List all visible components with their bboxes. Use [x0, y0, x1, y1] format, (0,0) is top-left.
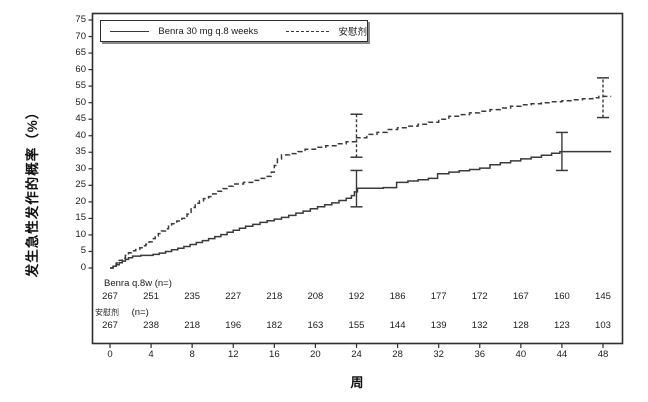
risk-value-benra: 208 [307, 291, 324, 302]
risk-value-placebo: 139 [430, 320, 447, 331]
y-tick-label: 0 [80, 262, 86, 273]
risk-value-benra: 172 [471, 291, 488, 302]
y-tick-label: 60 [75, 63, 86, 75]
y-tick-label: 10 [75, 228, 86, 240]
legend-placebo-label: 安慰剂 [338, 27, 367, 38]
y-tick-label: 20 [75, 195, 86, 207]
risk-value-placebo: 132 [471, 320, 488, 331]
risk-table-row2-label: 安慰剂 (n=) [95, 307, 149, 318]
risk-value-benra: 167 [512, 291, 529, 302]
y-tick-label: 70 [75, 30, 86, 42]
risk-value-placebo: 155 [348, 320, 365, 331]
risk-value-placebo: 123 [553, 320, 570, 331]
risk-value-benra: 218 [266, 291, 283, 302]
risk-value-placebo: 103 [595, 320, 611, 331]
legend-benra-label: Benra 30 mg q.8 weeks [158, 25, 259, 37]
x-tick-label: 24 [351, 349, 362, 360]
risk-table-row1-label: Benra q.8w (n=) [104, 278, 172, 289]
risk-value-benra: 227 [225, 291, 242, 302]
x-tick-label: 36 [474, 349, 486, 360]
risk-value-benra: 251 [143, 291, 159, 302]
x-tick-label: 32 [433, 349, 444, 360]
x-tick-label: 48 [597, 349, 609, 360]
y-tick-label: 40 [75, 129, 86, 141]
x-tick-label: 8 [189, 349, 195, 360]
y-tick-label: 75 [75, 13, 86, 25]
y-axis-title: 发生急性发作的概率（%） [25, 104, 40, 278]
risk-value-benra: 145 [595, 291, 611, 302]
risk-value-placebo: 128 [512, 320, 529, 331]
y-tick-label: 5 [80, 245, 86, 257]
x-tick-label: 44 [556, 349, 568, 360]
risk-value-benra: 160 [553, 291, 570, 302]
y-tick-label: 50 [75, 96, 86, 108]
plot-frame [91, 12, 624, 345]
y-tick-label: 55 [75, 80, 86, 92]
y-tick-label: 30 [75, 162, 86, 174]
risk-value-placebo: 218 [184, 320, 201, 331]
y-tick-label: 45 [75, 113, 86, 125]
risk-value-placebo: 182 [266, 320, 283, 331]
placebo-curve [110, 95, 612, 269]
risk-value-placebo: 144 [389, 320, 406, 331]
x-tick-label: 12 [227, 349, 239, 360]
risk-table-row2-label-suffix: (n=) [131, 307, 149, 318]
risk-value-placebo: 196 [225, 320, 242, 331]
risk-table-row2-label-name: 安慰剂 [95, 308, 119, 317]
risk-value-benra: 235 [184, 291, 201, 302]
x-tick-label: 28 [392, 349, 403, 360]
x-tick-label: 0 [107, 349, 113, 360]
risk-value-benra: 267 [102, 291, 118, 302]
y-tick-label: 65 [75, 47, 86, 59]
risk-value-placebo: 267 [102, 320, 118, 331]
x-axis-title: 周 [350, 375, 364, 390]
y-tick-label: 15 [75, 212, 86, 224]
legend: Benra 30 mg q.8 weeks 安慰剂 [100, 20, 368, 42]
risk-value-placebo: 238 [143, 320, 159, 331]
risk-value-benra: 192 [348, 291, 365, 302]
legend-solid-line-sample [110, 30, 150, 32]
benra-curve [110, 150, 612, 269]
risk-value-placebo: 163 [307, 320, 324, 331]
x-tick-label: 40 [515, 349, 527, 360]
x-tick-label: 16 [269, 349, 280, 360]
y-tick-label: 25 [75, 179, 86, 191]
legend-dashed-line-sample [286, 30, 330, 32]
x-tick-label: 4 [148, 349, 154, 360]
x-tick-label: 20 [310, 349, 321, 360]
risk-value-benra: 186 [389, 291, 406, 302]
y-tick-label: 35 [75, 146, 86, 158]
risk-value-benra: 177 [430, 291, 447, 302]
